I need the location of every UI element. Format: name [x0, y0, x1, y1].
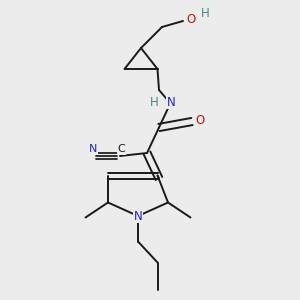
Text: N: N — [89, 144, 97, 154]
Text: N: N — [134, 209, 142, 223]
Text: H: H — [150, 95, 159, 109]
Text: H: H — [201, 7, 210, 20]
Text: C: C — [118, 144, 125, 154]
Text: O: O — [195, 113, 204, 127]
Text: N: N — [167, 95, 176, 109]
Text: O: O — [186, 13, 195, 26]
